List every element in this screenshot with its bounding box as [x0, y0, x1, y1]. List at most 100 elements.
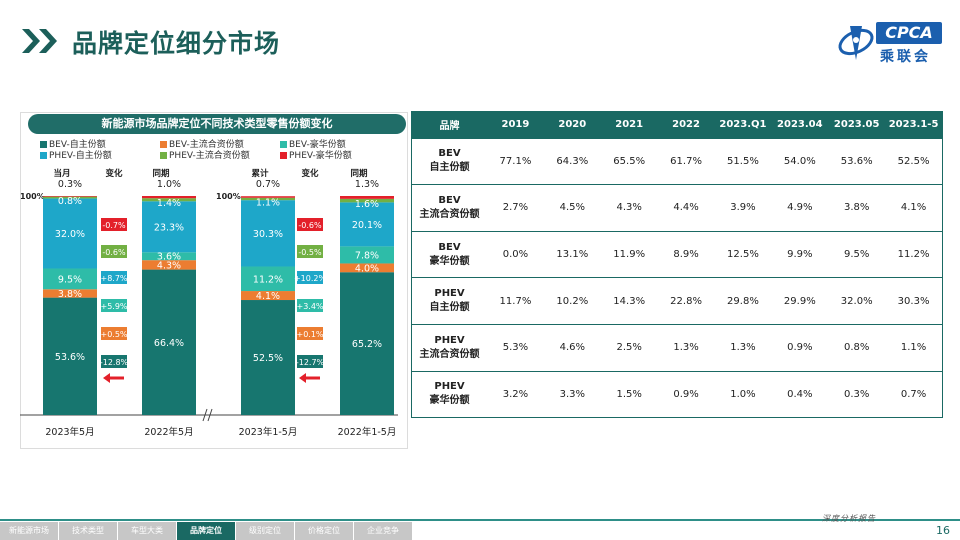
table-cell: 4.3%: [600, 184, 658, 232]
section-tab-0[interactable]: 新能源市场: [0, 522, 58, 540]
table-row: BEV 豪华份额 0.0% 13.1% 11.9% 8.9% 12.5% 9.9% 9.5% 11…: [412, 230, 942, 278]
row-label-type: PHEV: [434, 381, 465, 393]
table-cell: 52.5%: [885, 137, 942, 185]
bar-segment-3: [43, 198, 97, 269]
legend-label: BEV-主流合资份额: [169, 140, 244, 150]
bar-segment-0: [340, 272, 394, 415]
change-box: [297, 218, 323, 231]
table-header-cell: 2023.05: [828, 112, 886, 138]
table-cell: 0.9%: [771, 324, 829, 372]
bar-header: 累计: [251, 168, 269, 179]
change-value: +3.4%: [296, 302, 323, 311]
logo-cn: 乘联会: [880, 49, 931, 65]
table-header-cell: 2020: [543, 112, 601, 138]
bar-segment-5: [142, 196, 196, 199]
bar-segment-4: [340, 198, 394, 203]
row-label: BEV 豪华份额: [412, 230, 487, 278]
table-row: PHEV 豪华份额 3.2% 3.3% 1.5% 0.9% 1.0% 0.4% 0.3% 0.7%: [412, 370, 942, 417]
footer-divider: [0, 519, 960, 521]
bar-segment-5: [241, 196, 295, 198]
table-cell: 54.0%: [771, 137, 829, 185]
table-cell: 64.3%: [543, 137, 601, 185]
change-value: +5.9%: [100, 302, 127, 311]
bar-header: 同期: [152, 168, 170, 179]
table-cell: 3.3%: [543, 370, 601, 417]
table-cell: 53.6%: [828, 137, 886, 185]
data-label: 0.3%: [58, 179, 82, 190]
legend-item-2: BEV-豪华份额: [280, 137, 346, 150]
row-label-type: BEV: [438, 241, 461, 253]
row-label-segment: 自主份额: [429, 162, 470, 174]
change-value: -12.7%: [296, 358, 325, 367]
change-value: -0.6%: [298, 221, 322, 230]
row-label: PHEV 自主份额: [412, 277, 487, 325]
logo-brand: CPCA: [876, 22, 942, 44]
table-body: BEV 自主份额 77.1% 64.3% 65.5% 61.7% 51.5% 54.0% 53.…: [412, 137, 942, 417]
data-label: 7.8%: [355, 250, 379, 261]
change-box: [297, 355, 323, 368]
section-tab-5[interactable]: 价格定位: [295, 522, 353, 540]
table-row: PHEV 主流合资份额 5.3% 4.6% 2.5% 1.3% 1.3% 0.9% 0.8% 1.…: [412, 324, 942, 372]
row-label-segment: 主流合资份额: [419, 348, 480, 360]
table-cell: 4.5%: [543, 184, 601, 232]
table-cell: 51.5%: [714, 137, 772, 185]
data-label: 0.7%: [256, 179, 280, 190]
data-label: 11.2%: [253, 274, 283, 285]
row-label-type: PHEV: [434, 334, 465, 346]
table-cell: 4.1%: [885, 184, 942, 232]
data-label: 1.3%: [355, 179, 379, 190]
table-cell: 30.3%: [885, 277, 942, 325]
legend-label: BEV-自主份额: [49, 140, 106, 150]
change-box: [101, 355, 127, 368]
change-value: +0.5%: [100, 330, 127, 339]
change-box: [101, 299, 127, 312]
row-label-segment: 豪华份额: [429, 255, 470, 267]
bar-segment-0: [43, 297, 97, 415]
table-cell: 3.2%: [487, 370, 544, 417]
legend-swatch: [280, 152, 287, 159]
table-cell: 1.3%: [714, 324, 772, 372]
bar-segment-1: [142, 260, 196, 270]
data-label: 3.8%: [58, 289, 82, 300]
legend-item-3: PHEV-自主份额: [40, 148, 112, 161]
page-title: 品牌定位细分市场: [72, 29, 281, 58]
table-cell: 8.9%: [657, 230, 715, 278]
bar-segment-1: [340, 263, 394, 273]
table-cell: 14.3%: [600, 277, 658, 325]
chart-title: 新能源市场品牌定位不同技术类型零售份额变化: [28, 114, 406, 134]
data-label: 1.1%: [256, 197, 280, 208]
data-label: 9.5%: [58, 274, 82, 285]
table-cell: 65.5%: [600, 137, 658, 185]
change-box: [101, 218, 127, 231]
section-tab-1[interactable]: 技术类型: [59, 522, 117, 540]
table-cell: 10.2%: [543, 277, 601, 325]
legend-swatch: [40, 152, 47, 159]
change-value: -12.8%: [100, 358, 129, 367]
section-tab-6[interactable]: 企业竞争: [354, 522, 412, 540]
change-box: [297, 299, 323, 312]
row-label-segment: 主流合资份额: [419, 208, 480, 220]
bar-segment-0: [142, 269, 196, 415]
table-cell: 29.9%: [771, 277, 829, 325]
section-tab-3[interactable]: 品牌定位: [177, 522, 235, 540]
data-label: 66.4%: [154, 338, 184, 349]
x-tick-label: 2022年5月: [144, 426, 193, 438]
bar-segment-4: [142, 198, 196, 202]
section-tab-4[interactable]: 级别定位: [236, 522, 294, 540]
bar-segment-0: [241, 300, 295, 415]
table-cell: 12.5%: [714, 230, 772, 278]
table-cell: 1.3%: [657, 324, 715, 372]
change-box: [101, 327, 127, 340]
table-cell: 0.9%: [657, 370, 715, 417]
section-tab-2[interactable]: 车型大类: [118, 522, 176, 540]
bar-segment-5: [340, 196, 394, 199]
cpca-logo: CPCA 乘联会: [836, 20, 944, 66]
data-label: 1.4%: [157, 198, 181, 209]
legend-swatch: [160, 152, 167, 159]
table-header-cell: 2019: [487, 112, 544, 138]
bar-segment-2: [142, 252, 196, 261]
table-cell: 11.9%: [600, 230, 658, 278]
bar-segment-3: [142, 201, 196, 253]
data-label: 53.6%: [55, 352, 85, 363]
table-cell: 0.3%: [828, 370, 886, 417]
